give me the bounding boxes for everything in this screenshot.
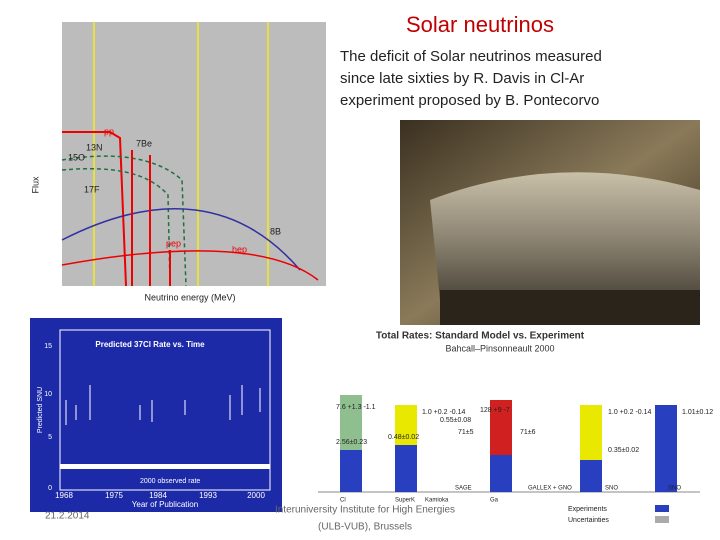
description-line: experiment proposed by B. Pontecorvo: [340, 92, 599, 109]
source-label: 15O: [68, 152, 85, 162]
footer-date: 21.2.2014: [45, 511, 90, 522]
footer-institute: Interuniversity Institute for High Energ…: [275, 505, 455, 516]
source-label: 8B: [270, 226, 281, 236]
tank: [430, 172, 700, 310]
experiment-label: SNO: [605, 486, 618, 492]
x-tick-label: 1993: [199, 491, 217, 500]
y-tick-label: 15: [44, 343, 52, 350]
bar-label: 128 +9 -7: [480, 407, 510, 414]
plot-bg: [30, 318, 282, 512]
experiment-label: Cl: [340, 498, 346, 504]
bar-label: 0.35±0.02: [608, 447, 639, 454]
bar: [655, 405, 677, 492]
observed-band: [60, 464, 270, 469]
y-tick-label: 5: [48, 434, 52, 441]
bar-label: 1.0 +0.2 -0.14: [608, 409, 652, 416]
x-tick-label: 2000: [247, 491, 265, 500]
bar-label: 71±5: [458, 429, 474, 436]
plot-area: [62, 22, 326, 286]
chlorine-figure: Predicted 37Cl Rate vs. Time 2000 observ…: [30, 318, 282, 512]
curve: [61, 167, 171, 287]
bar: [340, 450, 362, 492]
bar-label: 1.0 +0.2 -0.14: [422, 409, 466, 416]
experiment-label: SAGE: [455, 486, 472, 492]
x-tick-label: 1975: [105, 491, 123, 500]
y-tick-label: 10: [44, 391, 52, 398]
source-label: 7Be: [136, 138, 152, 148]
source-label: 13N: [86, 142, 103, 152]
error-bars: [65, 385, 261, 425]
source-label: hep: [232, 244, 247, 254]
y-tick-label: 0: [48, 485, 52, 492]
bar-label: 0.48±0.02: [388, 434, 419, 441]
floor: [440, 290, 700, 325]
bar: [490, 455, 512, 492]
curve: [62, 131, 127, 287]
curve: [61, 250, 319, 281]
rates-figure: Total Rates: Standard Model vs. Experime…: [318, 331, 713, 524]
footer-institute: (ULB-VUB), Brussels: [318, 522, 412, 533]
bar: [580, 460, 602, 492]
axis-label: Flux: [30, 176, 40, 194]
x-tick-label: 1968: [55, 491, 73, 500]
source-label: pep: [166, 238, 181, 248]
bar-label: 2.56±0.23: [336, 439, 367, 446]
legend-label: Uncertainties: [568, 517, 609, 524]
experiment-label: Kamioka: [425, 498, 449, 504]
experiment-label: GALLEX + GNO: [528, 486, 572, 492]
bar: [395, 445, 417, 492]
axis-label: Neutrino energy (MeV): [144, 292, 235, 302]
curve: [61, 155, 187, 287]
title: Solar neutrinos: [406, 12, 554, 37]
legend-swatch: [655, 505, 669, 512]
bar-label: 0.55±0.08: [440, 417, 471, 424]
experiment-label: Ga: [490, 498, 499, 504]
legend-swatch: [655, 516, 669, 523]
bar-label: 7.6 +1.3 -1.1: [336, 404, 376, 411]
bar-label: 1.01±0.12: [682, 409, 713, 416]
plot-title: Total Rates: Standard Model vs. Experime…: [376, 331, 585, 342]
description-line: since late sixties by R. Davis in Cl-Ar: [340, 70, 584, 87]
legend-label: Experiments: [568, 506, 607, 513]
bar-label: 71±6: [520, 429, 536, 436]
experiment-label: SuperK: [395, 498, 415, 504]
plot-title: Predicted 37Cl Rate vs. Time: [95, 340, 205, 349]
curve: [61, 208, 301, 271]
spectrum-figure: pp 7Be 13N 15O 17F 8B pep hep Flux Neutr…: [30, 22, 326, 302]
plot-subtitle: Bahcall–Pinsonneault 2000: [445, 343, 554, 353]
axis-label: Year of Publication: [132, 500, 198, 509]
experiment-label: SNO: [668, 486, 681, 492]
x-tick-label: 1984: [149, 491, 167, 500]
axis-label: Predicted SNU: [37, 387, 44, 433]
source-label: pp: [104, 126, 114, 136]
frame: [59, 329, 271, 491]
photo: [400, 120, 700, 325]
description-line: The deficit of Solar neutrinos measured: [340, 48, 602, 65]
source-label: 17F: [84, 184, 100, 194]
note: 2000 observed rate: [140, 478, 200, 485]
